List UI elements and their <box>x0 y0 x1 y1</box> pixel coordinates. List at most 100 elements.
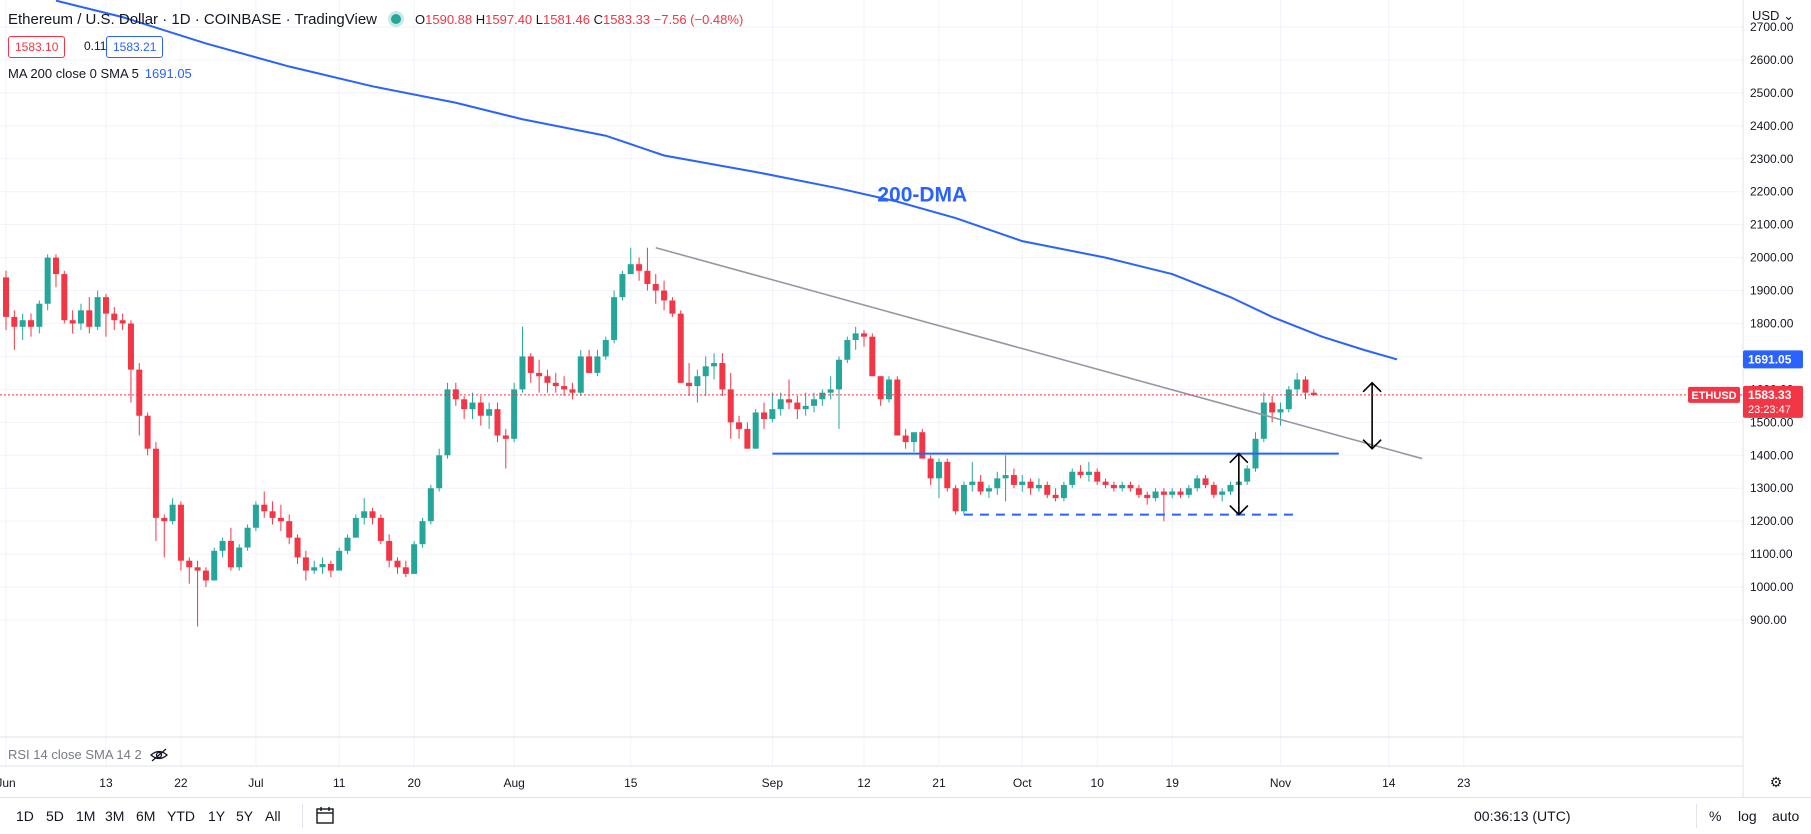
symbol-title[interactable]: Ethereum / U.S. Dollar · 1D · COINBASE ·… <box>8 10 378 28</box>
candle-body <box>111 313 118 321</box>
candle-body <box>702 366 709 377</box>
percent-toggle[interactable]: % <box>1709 808 1722 824</box>
candle-body <box>636 264 643 271</box>
range-button-5y[interactable]: 5Y <box>236 808 254 824</box>
candle <box>444 382 451 459</box>
candle <box>336 547 343 571</box>
candle-body <box>719 363 726 390</box>
candle-body <box>352 517 359 538</box>
candle <box>977 475 984 495</box>
candle-body <box>561 386 568 390</box>
candle-body <box>544 376 551 383</box>
time-tick-label: 21 <box>932 776 946 790</box>
candle <box>394 557 401 574</box>
price-tags: 1691.05 ETHUSD 1583.33 23:23:47 <box>0 350 1803 418</box>
candle <box>644 247 651 291</box>
candle-body <box>169 504 176 522</box>
candle-body <box>269 511 276 518</box>
candle <box>1152 488 1159 502</box>
candle <box>994 471 1001 495</box>
candle-body <box>519 356 526 390</box>
candle-body <box>602 339 609 357</box>
candle-body <box>619 274 626 298</box>
candle <box>811 392 818 413</box>
currency-selector[interactable]: USD ⌄ <box>1752 8 1794 23</box>
candle <box>177 501 184 571</box>
time-axis[interactable]: Jun 13 22 Jul 11 20 Aug 15 Sep 12 21 Oct 10 19 Nov 14 23… <box>0 774 1782 790</box>
auto-toggle[interactable]: auto <box>1772 808 1800 824</box>
candle-body <box>194 567 201 571</box>
time-tick-label: 19 <box>1166 776 1180 790</box>
candle <box>669 297 676 317</box>
candle-body <box>586 356 593 373</box>
range-button-ytd[interactable]: YTD <box>167 808 195 824</box>
sell-price[interactable]: 1583.10 <box>8 36 66 58</box>
buy-price[interactable]: 1583.21 <box>106 36 164 58</box>
candle-body <box>769 409 776 420</box>
time-tick-label: 11 <box>333 776 346 790</box>
candle-body <box>77 310 84 324</box>
price-tick-label: 1300.00 <box>1750 481 1794 495</box>
chart-header: Ethereum / U.S. Dollar · 1D · COINBASE ·… <box>8 8 743 30</box>
candle-body <box>1060 484 1067 499</box>
candle-body <box>1152 491 1159 499</box>
candle-body <box>777 399 784 410</box>
candle-body <box>252 504 259 528</box>
candle-body <box>69 320 76 324</box>
range-button-1m[interactable]: 1M <box>76 808 96 824</box>
candle-body <box>1219 491 1226 495</box>
candle <box>419 517 426 548</box>
candle <box>1160 488 1167 522</box>
symbol-tag <box>1688 386 1740 403</box>
candle <box>519 326 526 393</box>
candle-body <box>1135 488 1142 495</box>
candle <box>86 297 93 334</box>
candle-body <box>27 320 34 327</box>
candle <box>486 402 493 429</box>
range-button-1y[interactable]: 1Y <box>208 808 226 824</box>
rsi-legend[interactable]: RSI 14 close SMA 14 2 <box>8 747 168 762</box>
eye-hidden-icon[interactable] <box>149 748 168 762</box>
range-button-3m[interactable]: 3M <box>105 808 125 824</box>
candle-body <box>61 274 68 321</box>
candle <box>686 363 693 396</box>
candle-body <box>819 392 826 400</box>
last-price-tag <box>1743 385 1803 418</box>
candle <box>1085 461 1092 482</box>
candle <box>236 544 243 571</box>
candle <box>44 254 51 311</box>
settings-gear-icon[interactable]: ⚙ <box>1770 774 1783 790</box>
price-tick-label: 1400.00 <box>1750 448 1794 462</box>
candle <box>561 376 568 396</box>
candle <box>1119 481 1126 492</box>
candle-body <box>627 264 634 275</box>
range-button-all[interactable]: All <box>265 808 281 824</box>
candle <box>536 359 543 393</box>
candle-body <box>461 399 468 410</box>
clock[interactable]: 00:36:13 (UTC) <box>1474 808 1571 824</box>
candle <box>1277 402 1284 426</box>
candle <box>186 557 193 584</box>
candle <box>311 560 318 574</box>
candle-body <box>944 461 951 489</box>
price-tick-label: 1500.00 <box>1750 415 1794 429</box>
price-tick-label: 2500.00 <box>1750 86 1794 100</box>
candle <box>969 461 976 492</box>
range-button-6m[interactable]: 6M <box>136 808 156 824</box>
calendar-goto-icon[interactable] <box>316 806 334 824</box>
ohlc-values: O1590.88 H1597.40 L1581.46 C1583.33 −7.5… <box>415 11 744 27</box>
candle-body <box>44 257 51 304</box>
range-button-1d[interactable]: 1D <box>16 808 34 824</box>
candle <box>1302 376 1309 400</box>
candle <box>1027 478 1034 495</box>
candle-body <box>960 484 967 512</box>
range-button-5d[interactable]: 5D <box>46 808 64 824</box>
candle <box>1294 372 1301 396</box>
price-axis[interactable]: 900.00 1000.00 1100.00 1200.00 1300.00 1400.0… <box>1750 20 1794 627</box>
log-toggle[interactable]: log <box>1738 808 1757 824</box>
ma-legend[interactable]: MA 200 close 0 SMA 5 1691.05 <box>8 66 192 81</box>
candle-body <box>227 540 234 568</box>
candle-body <box>161 517 168 522</box>
candle <box>877 376 884 406</box>
